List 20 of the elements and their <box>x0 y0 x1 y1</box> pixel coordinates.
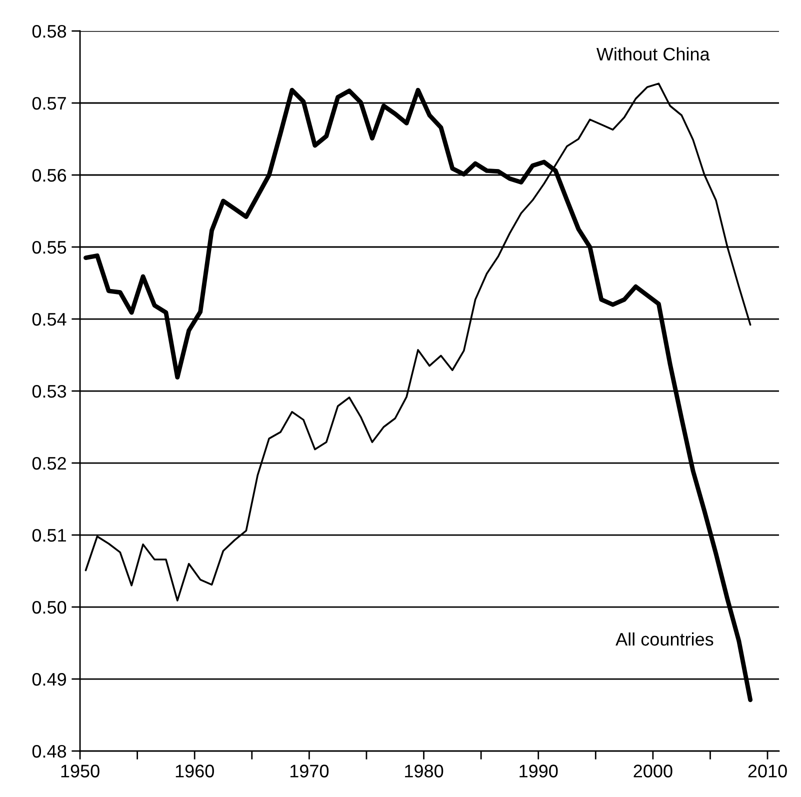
x-tick-label: 1980 <box>405 764 444 778</box>
series-label: Without China <box>596 47 710 61</box>
y-tick-label: 0.50 <box>32 600 66 614</box>
y-tick-label: 0.57 <box>32 96 66 110</box>
y-tick-label: 0.55 <box>32 240 66 254</box>
series-label: All countries <box>616 632 714 646</box>
y-tick-label: 0.49 <box>32 672 66 686</box>
x-tick-label: 1990 <box>520 764 558 778</box>
y-tick-label: 0.53 <box>32 384 66 398</box>
x-tick-label: 2010 <box>748 764 787 778</box>
x-tick-label: 1960 <box>176 764 214 778</box>
y-tick-label: 0.48 <box>32 744 66 758</box>
y-tick-label: 0.51 <box>32 528 66 542</box>
x-tick-label: 1950 <box>61 764 100 778</box>
y-tick-label: 0.54 <box>32 312 66 326</box>
y-tick-label: 0.58 <box>32 24 66 38</box>
y-tick-label: 0.56 <box>32 168 66 182</box>
y-tick-label: 0.52 <box>32 456 66 470</box>
x-tick-label: 2000 <box>634 764 672 778</box>
x-tick-label: 1970 <box>290 764 329 778</box>
